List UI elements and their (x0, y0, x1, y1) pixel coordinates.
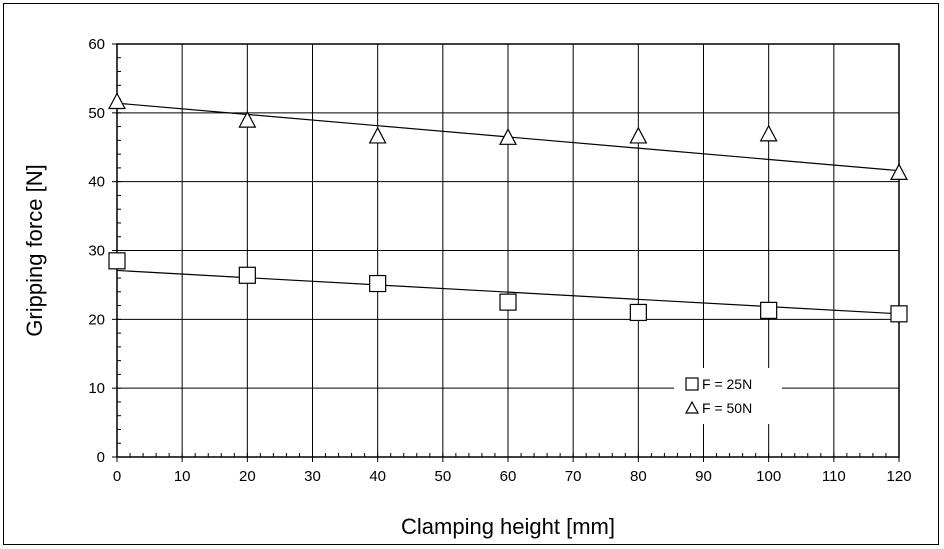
y-tick-label: 60 (88, 36, 105, 53)
x-tick-label: 50 (434, 468, 451, 485)
data-point-series-0 (890, 305, 908, 323)
y-tick-label: 10 (88, 380, 105, 397)
data-point-series-1 (108, 92, 126, 110)
legend-label-f25: F = 25N (702, 376, 752, 392)
x-tick-label: 60 (500, 468, 517, 485)
legend-label-f50: F = 50N (702, 400, 752, 416)
x-tick-label: 100 (756, 468, 781, 485)
data-point-series-1 (759, 124, 778, 142)
y-tick-label: 40 (88, 174, 105, 191)
data-point-series-0 (760, 301, 778, 319)
legend: F = 25N F = 50N (674, 368, 782, 424)
data-point-series-1 (890, 163, 908, 181)
y-tick-label: 20 (88, 311, 105, 328)
y-tick-label: 50 (88, 105, 105, 122)
x-tick-label: 0 (113, 468, 121, 485)
x-tick-labels: 0 10 20 30 40 50 60 70 80 90 100 110 120 (113, 468, 912, 485)
x-tick-label: 80 (630, 468, 647, 485)
data-point-series-0 (108, 252, 126, 270)
legend-triangle-icon (684, 400, 700, 414)
data-point-series-1 (368, 126, 387, 144)
x-tick-label: 30 (304, 468, 321, 485)
data-point-series-0 (238, 266, 256, 284)
data-point-series-0 (499, 293, 517, 311)
x-tick-label: 110 (822, 468, 846, 485)
data-point-series-1 (499, 128, 517, 145)
y-tick-label: 0 (97, 449, 105, 466)
legend-marker-triangle (684, 400, 700, 414)
y-tick-label: 30 (88, 243, 105, 260)
x-tick-label: 120 (886, 468, 911, 485)
x-tick-label: 10 (174, 468, 191, 485)
plot-area (116, 43, 900, 458)
data-point-series-0 (369, 274, 387, 293)
data-point-series-1 (629, 126, 648, 144)
legend-square-icon (685, 377, 699, 391)
chart: 0 10 20 30 40 50 60 70 80 90 100 110 120 0 10 20 30 40 50… (22, 36, 912, 539)
chart-frame: 0 10 20 30 40 50 60 70 80 90 100 110 120 0 10 20 30 40 50… (3, 3, 939, 545)
x-tick-label: 20 (239, 468, 256, 485)
data-point-series-1 (238, 110, 257, 128)
y-tick-labels: 0 10 20 30 40 50 60 (88, 36, 105, 466)
x-tick-label: 90 (695, 468, 712, 485)
legend-marker-square (685, 377, 699, 391)
x-tick-label: 70 (565, 468, 582, 485)
legend-background (674, 368, 782, 424)
y-axis-title: Gripping force [N] (22, 164, 47, 336)
data-points (108, 92, 908, 323)
x-axis-title: Clamping height [mm] (401, 514, 615, 539)
data-point-series-0 (629, 303, 647, 322)
x-tick-label: 40 (369, 468, 386, 485)
